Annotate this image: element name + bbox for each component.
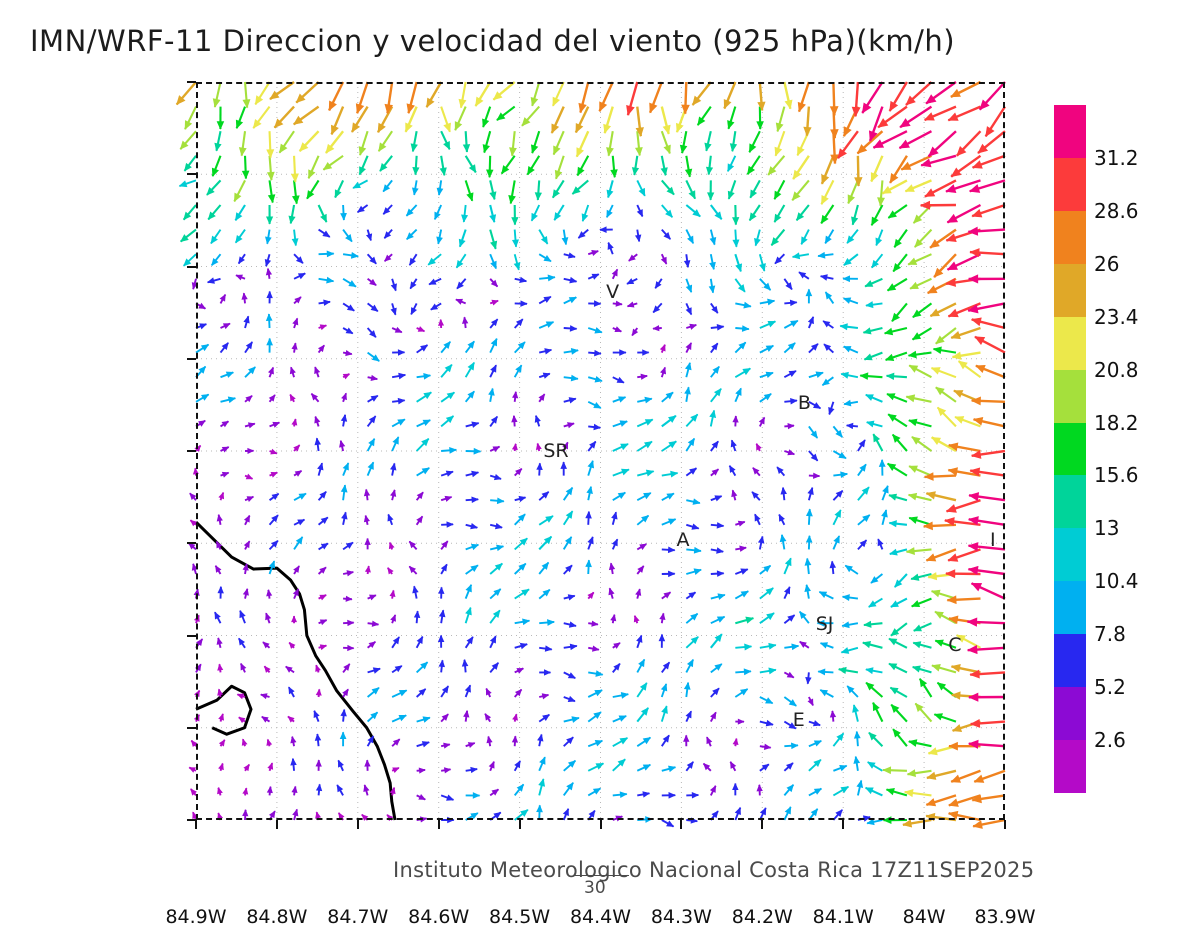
x-axis-tick <box>357 820 359 829</box>
x-axis-tick-label: 83.9W <box>974 906 1035 928</box>
y-axis-tick <box>187 542 196 544</box>
x-axis-tick <box>195 820 197 829</box>
colorbar-band <box>1054 740 1086 793</box>
colorbar-tick-label: 28.6 <box>1094 199 1139 223</box>
x-axis-tick <box>519 820 521 829</box>
y-axis-tick <box>187 635 196 637</box>
station-label-e: E <box>793 709 805 731</box>
x-axis-tick-label: 84.3W <box>651 906 712 928</box>
colorbar-tick-label: 10.4 <box>1094 569 1139 593</box>
x-axis-tick-label: 84W <box>903 906 946 928</box>
station-label-i: I <box>990 529 996 551</box>
x-axis-tick-label: 84.6W <box>408 906 469 928</box>
x-axis-tick <box>923 820 925 829</box>
x-axis-tick-label: 84.1W <box>813 906 874 928</box>
colorbar-tick-label: 20.8 <box>1094 358 1139 382</box>
x-axis-tick-label: 84.2W <box>732 906 793 928</box>
colorbar-tick-label: 15.6 <box>1094 463 1139 487</box>
x-axis-tick <box>276 820 278 829</box>
station-label-sr: SR <box>543 440 568 462</box>
y-axis-tick <box>187 81 196 83</box>
footer-rule <box>573 875 629 876</box>
x-axis-tick-label: 84.9W <box>165 906 226 928</box>
colorbar-tick-label: 23.4 <box>1094 305 1139 329</box>
plot-canvas: V B SR A I SJ C E <box>196 82 1005 820</box>
x-axis-tick-label: 84.5W <box>489 906 550 928</box>
colorbar-tick-label: 13 <box>1094 516 1119 540</box>
x-axis-tick-label: 84.8W <box>246 906 307 928</box>
colorbar-tick-label: 2.6 <box>1094 728 1126 752</box>
station-label-sj: SJ <box>816 613 834 635</box>
colorbar-tick-label: 7.8 <box>1094 622 1126 646</box>
colorbar-band <box>1054 211 1086 264</box>
colorbar-band <box>1054 370 1086 423</box>
y-axis-tick <box>187 450 196 452</box>
wind-arrows-layer <box>196 82 1005 820</box>
colorbar-tick-label: 5.2 <box>1094 675 1126 699</box>
y-axis-tick <box>187 173 196 175</box>
colorbar-tick-label: 18.2 <box>1094 411 1139 435</box>
station-label-v: V <box>606 281 619 303</box>
page-title: IMN/WRF-11 Direccion y velocidad del vie… <box>30 24 955 58</box>
x-axis-tick <box>438 820 440 829</box>
y-axis-tick <box>187 266 196 268</box>
y-axis-tick <box>187 358 196 360</box>
x-axis-tick <box>600 820 602 829</box>
colorbar-band <box>1054 423 1086 476</box>
colorbar-band <box>1054 581 1086 634</box>
colorbar-band <box>1054 475 1086 528</box>
footer-text: Instituto Meteorologico Nacional Costa R… <box>393 858 1034 882</box>
station-label-b: B <box>798 392 811 414</box>
x-axis-tick-label: 84.7W <box>327 906 388 928</box>
page-number: 30 <box>584 878 606 898</box>
colorbar-tick-label: 26 <box>1094 252 1119 276</box>
station-label-a: A <box>677 529 690 551</box>
colorbar-band <box>1054 158 1086 211</box>
x-axis-tick-label: 84.4W <box>570 906 631 928</box>
x-axis-tick <box>1004 820 1006 829</box>
x-axis-tick <box>680 820 682 829</box>
colorbar-band <box>1054 687 1086 740</box>
colorbar-band <box>1054 105 1086 158</box>
colorbar-band <box>1054 528 1086 581</box>
colorbar-tick-label: 31.2 <box>1094 146 1139 170</box>
x-axis-tick <box>842 820 844 829</box>
station-label-c: C <box>948 634 961 656</box>
colorbar-band <box>1054 264 1086 317</box>
colorbar-band <box>1054 634 1086 687</box>
x-axis-tick <box>761 820 763 829</box>
y-axis-tick <box>187 727 196 729</box>
colorbar-band <box>1054 317 1086 370</box>
